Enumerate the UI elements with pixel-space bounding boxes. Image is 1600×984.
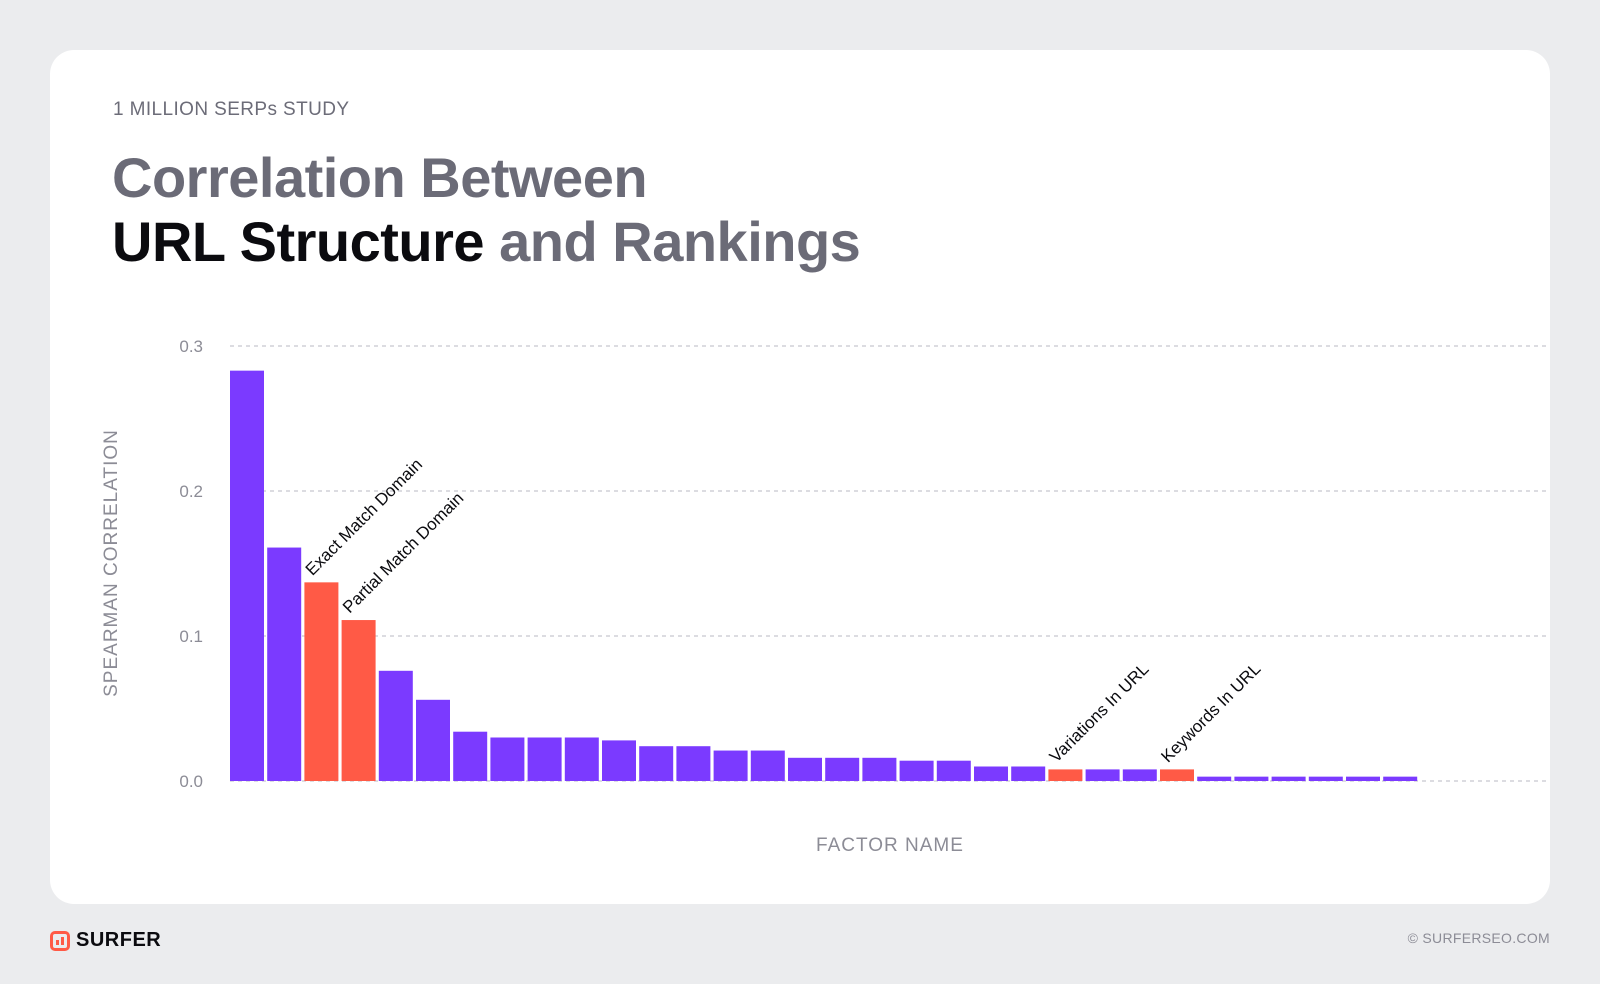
bar [1011, 766, 1046, 781]
y-tick-label: 0.2 [179, 482, 203, 501]
bar [564, 737, 599, 781]
y-axis-label: SPEARMAN CORRELATION [101, 429, 122, 697]
bars [230, 370, 1418, 781]
title-line-2: URL Structure and Rankings [112, 210, 861, 274]
bar [1122, 769, 1157, 781]
bar-highlighted [1160, 769, 1194, 781]
brand-name: SURFER [76, 929, 162, 951]
bar [230, 370, 264, 781]
bar-annotation: Partial Match Domain [339, 489, 467, 617]
bar [862, 757, 897, 781]
bar [1234, 776, 1269, 781]
bar [602, 740, 636, 781]
bar [416, 699, 450, 781]
title-rest: and Rankings [484, 210, 861, 273]
bar-highlighted [1048, 769, 1083, 781]
bar [490, 737, 525, 781]
y-tick-labels: 0.0 0.1 0.2 0.3 [179, 337, 203, 791]
bar [899, 760, 934, 781]
bar-highlighted [341, 620, 376, 781]
bar [1346, 776, 1380, 781]
bar [1197, 776, 1232, 781]
bar [825, 757, 860, 781]
bar [527, 737, 562, 781]
bar [267, 547, 302, 781]
bar [453, 731, 488, 781]
surfer-logo-icon [50, 930, 70, 951]
bar [378, 670, 413, 781]
bar [1308, 776, 1343, 781]
copyright-text: © SURFERSEO.COM [1407, 930, 1550, 946]
bar [676, 746, 711, 781]
bar-annotation: Keywords In URL [1157, 659, 1264, 766]
bar [974, 766, 1008, 781]
bar [1085, 769, 1120, 781]
bar-annotation: Variations In URL [1046, 659, 1153, 766]
bar [713, 750, 748, 781]
y-tick-label: 0.0 [179, 772, 203, 791]
chart-title: Correlation Between URL Structure and Ra… [112, 146, 861, 274]
y-tick-label: 0.3 [179, 337, 203, 356]
bar [639, 746, 674, 781]
title-line-1: Correlation Between [112, 146, 648, 209]
eyebrow-label: 1 MILLION SERPs STUDY [113, 99, 350, 120]
title-highlight: URL Structure [112, 210, 485, 273]
bar [1271, 776, 1306, 781]
surfer-logo[interactable]: SURFER [50, 929, 161, 952]
bar [936, 760, 971, 781]
bar [1383, 776, 1418, 781]
x-axis-label: FACTOR NAME [816, 835, 964, 856]
y-tick-label: 0.1 [179, 627, 203, 646]
bar [788, 757, 822, 781]
bar-highlighted [304, 582, 339, 781]
bar [750, 750, 785, 781]
